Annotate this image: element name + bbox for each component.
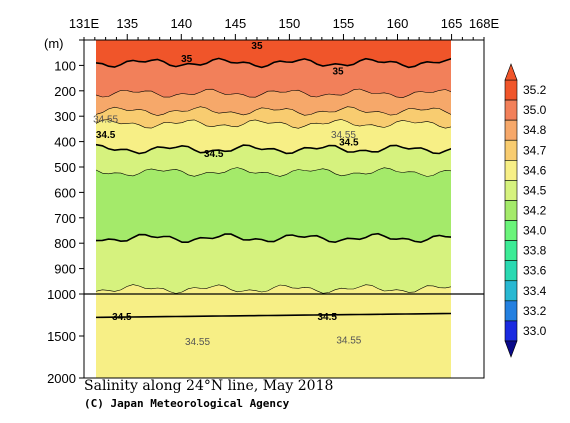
colorbar-label: 33.2 (523, 304, 547, 318)
colorbar-label: 33.0 (523, 324, 547, 338)
salinity-layer-35-2 (96, 40, 451, 68)
x-tick-label: 165 (441, 16, 463, 31)
salinity-layer-34-8 (96, 89, 451, 116)
contour-line (96, 232, 451, 244)
colorbar-label: 34.0 (523, 224, 547, 238)
x-tick-label: 131E (69, 16, 100, 31)
colorbar-swatch (504, 200, 518, 221)
contour-label: 34.55 (185, 337, 210, 348)
contour-line (96, 143, 451, 155)
contour-label: 35 (181, 54, 193, 65)
colorbar-swatch (504, 320, 518, 342)
colorbar-label: 34.5 (523, 183, 547, 197)
contour-label: 34.5 (318, 312, 338, 323)
colorbar-label: 34.6 (523, 163, 547, 177)
y-tick-label: 1000 (47, 287, 76, 302)
colorbar-label: 34.7 (523, 143, 547, 157)
salinity-layer-34-5 (96, 233, 451, 294)
salinity-layer-34-5 (96, 144, 451, 177)
contour-label: 34.55 (93, 115, 118, 126)
colorbar-swatch (504, 220, 518, 241)
colorbar-swatch (504, 240, 518, 261)
plot-frame (83, 39, 485, 379)
x-axis: 131E 135 140 145 150 155 160 165 168E (69, 16, 500, 40)
colorbar-label: 33.8 (523, 244, 547, 258)
colorbar-swatch (504, 280, 518, 302)
contour-label: 34.5 (339, 138, 359, 149)
contour-label: 34.5 (112, 312, 132, 323)
colorbar-swatch (504, 119, 518, 141)
colorbar-swatch (504, 139, 518, 161)
y-tick-label: 200 (54, 84, 76, 99)
y-tick-label: 700 (54, 211, 76, 226)
contour-label: 34.55 (331, 130, 356, 141)
y-tick-label: 2000 (47, 371, 76, 386)
salinity-layer-34-6 (96, 284, 451, 378)
salinity-layer-34-7 (96, 106, 451, 129)
colorbar-swatch (504, 300, 518, 322)
colorbar-swatch (504, 79, 518, 101)
x-tick-label: 145 (224, 16, 246, 31)
y-tick-label: 900 (54, 262, 76, 277)
y-tick-label: 300 (54, 109, 76, 124)
contour-line (96, 106, 451, 116)
colorbar-swatch (504, 99, 518, 121)
contour-line (96, 119, 451, 129)
colorbar-swatch (504, 180, 518, 201)
salinity-layer-34-2 (96, 167, 451, 243)
y-tick-label: 400 (54, 135, 76, 150)
contour-label: 34.5 (96, 130, 116, 141)
y-tick-label: 600 (54, 185, 76, 200)
colorbar-label: 34.8 (523, 123, 547, 137)
y-tick-label: 100 (54, 58, 76, 73)
y-axis: 100 200 300 400 500 600 700 800 900 1000 1500 2000 (47, 39, 84, 386)
colorbar-label: 35.0 (523, 103, 547, 117)
salinity-layer-34-6 (96, 119, 451, 154)
contour-label: 34.5 (204, 149, 224, 160)
chart-title: Salinity along 24°N line, May 2018 (84, 378, 334, 394)
colorbar-label: 35.2 (523, 83, 547, 97)
colorbar-swatch (504, 160, 518, 181)
y-tick-label: 500 (54, 160, 76, 175)
contour-line (96, 284, 451, 294)
contour-line (96, 57, 451, 69)
salinity-layer-35-0 (96, 58, 451, 98)
plot-border (83, 39, 485, 379)
x-tick-label: 160 (387, 16, 409, 31)
colorbar-label: 34.2 (523, 204, 547, 218)
colorbar-swatch (504, 260, 518, 282)
colorbar-bottom-arrow (504, 340, 518, 358)
x-tick-label: 150 (279, 16, 301, 31)
colorbar-label: 33.6 (523, 264, 547, 278)
x-tick-label: 155 (333, 16, 355, 31)
x-tick-label: 135 (116, 16, 138, 31)
contour-lines (96, 57, 451, 319)
colorbar-label: 33.4 (523, 284, 547, 298)
contour-label: 34.55 (336, 335, 361, 346)
x-tick-label: 168E (469, 16, 500, 31)
contour-line-deep (96, 312, 451, 319)
colorbar: 35.2 35.0 34.8 34.7 34.6 34.5 34.2 34.0 33.8 33.6… (504, 63, 547, 358)
credit-line: (C) Japan Meteorological Agency (84, 397, 290, 410)
depth-unit-label: (m) (44, 36, 64, 51)
colorbar-top-arrow (504, 63, 518, 81)
contour-label: 35 (251, 41, 263, 52)
contour-line (96, 167, 451, 177)
x-tick-label: 140 (170, 16, 192, 31)
contour-label: 35 (332, 66, 344, 77)
contour-line (96, 88, 451, 99)
y-tick-label: 1500 (47, 329, 76, 344)
salinity-layers (96, 40, 451, 378)
y-tick-label: 800 (54, 236, 76, 251)
